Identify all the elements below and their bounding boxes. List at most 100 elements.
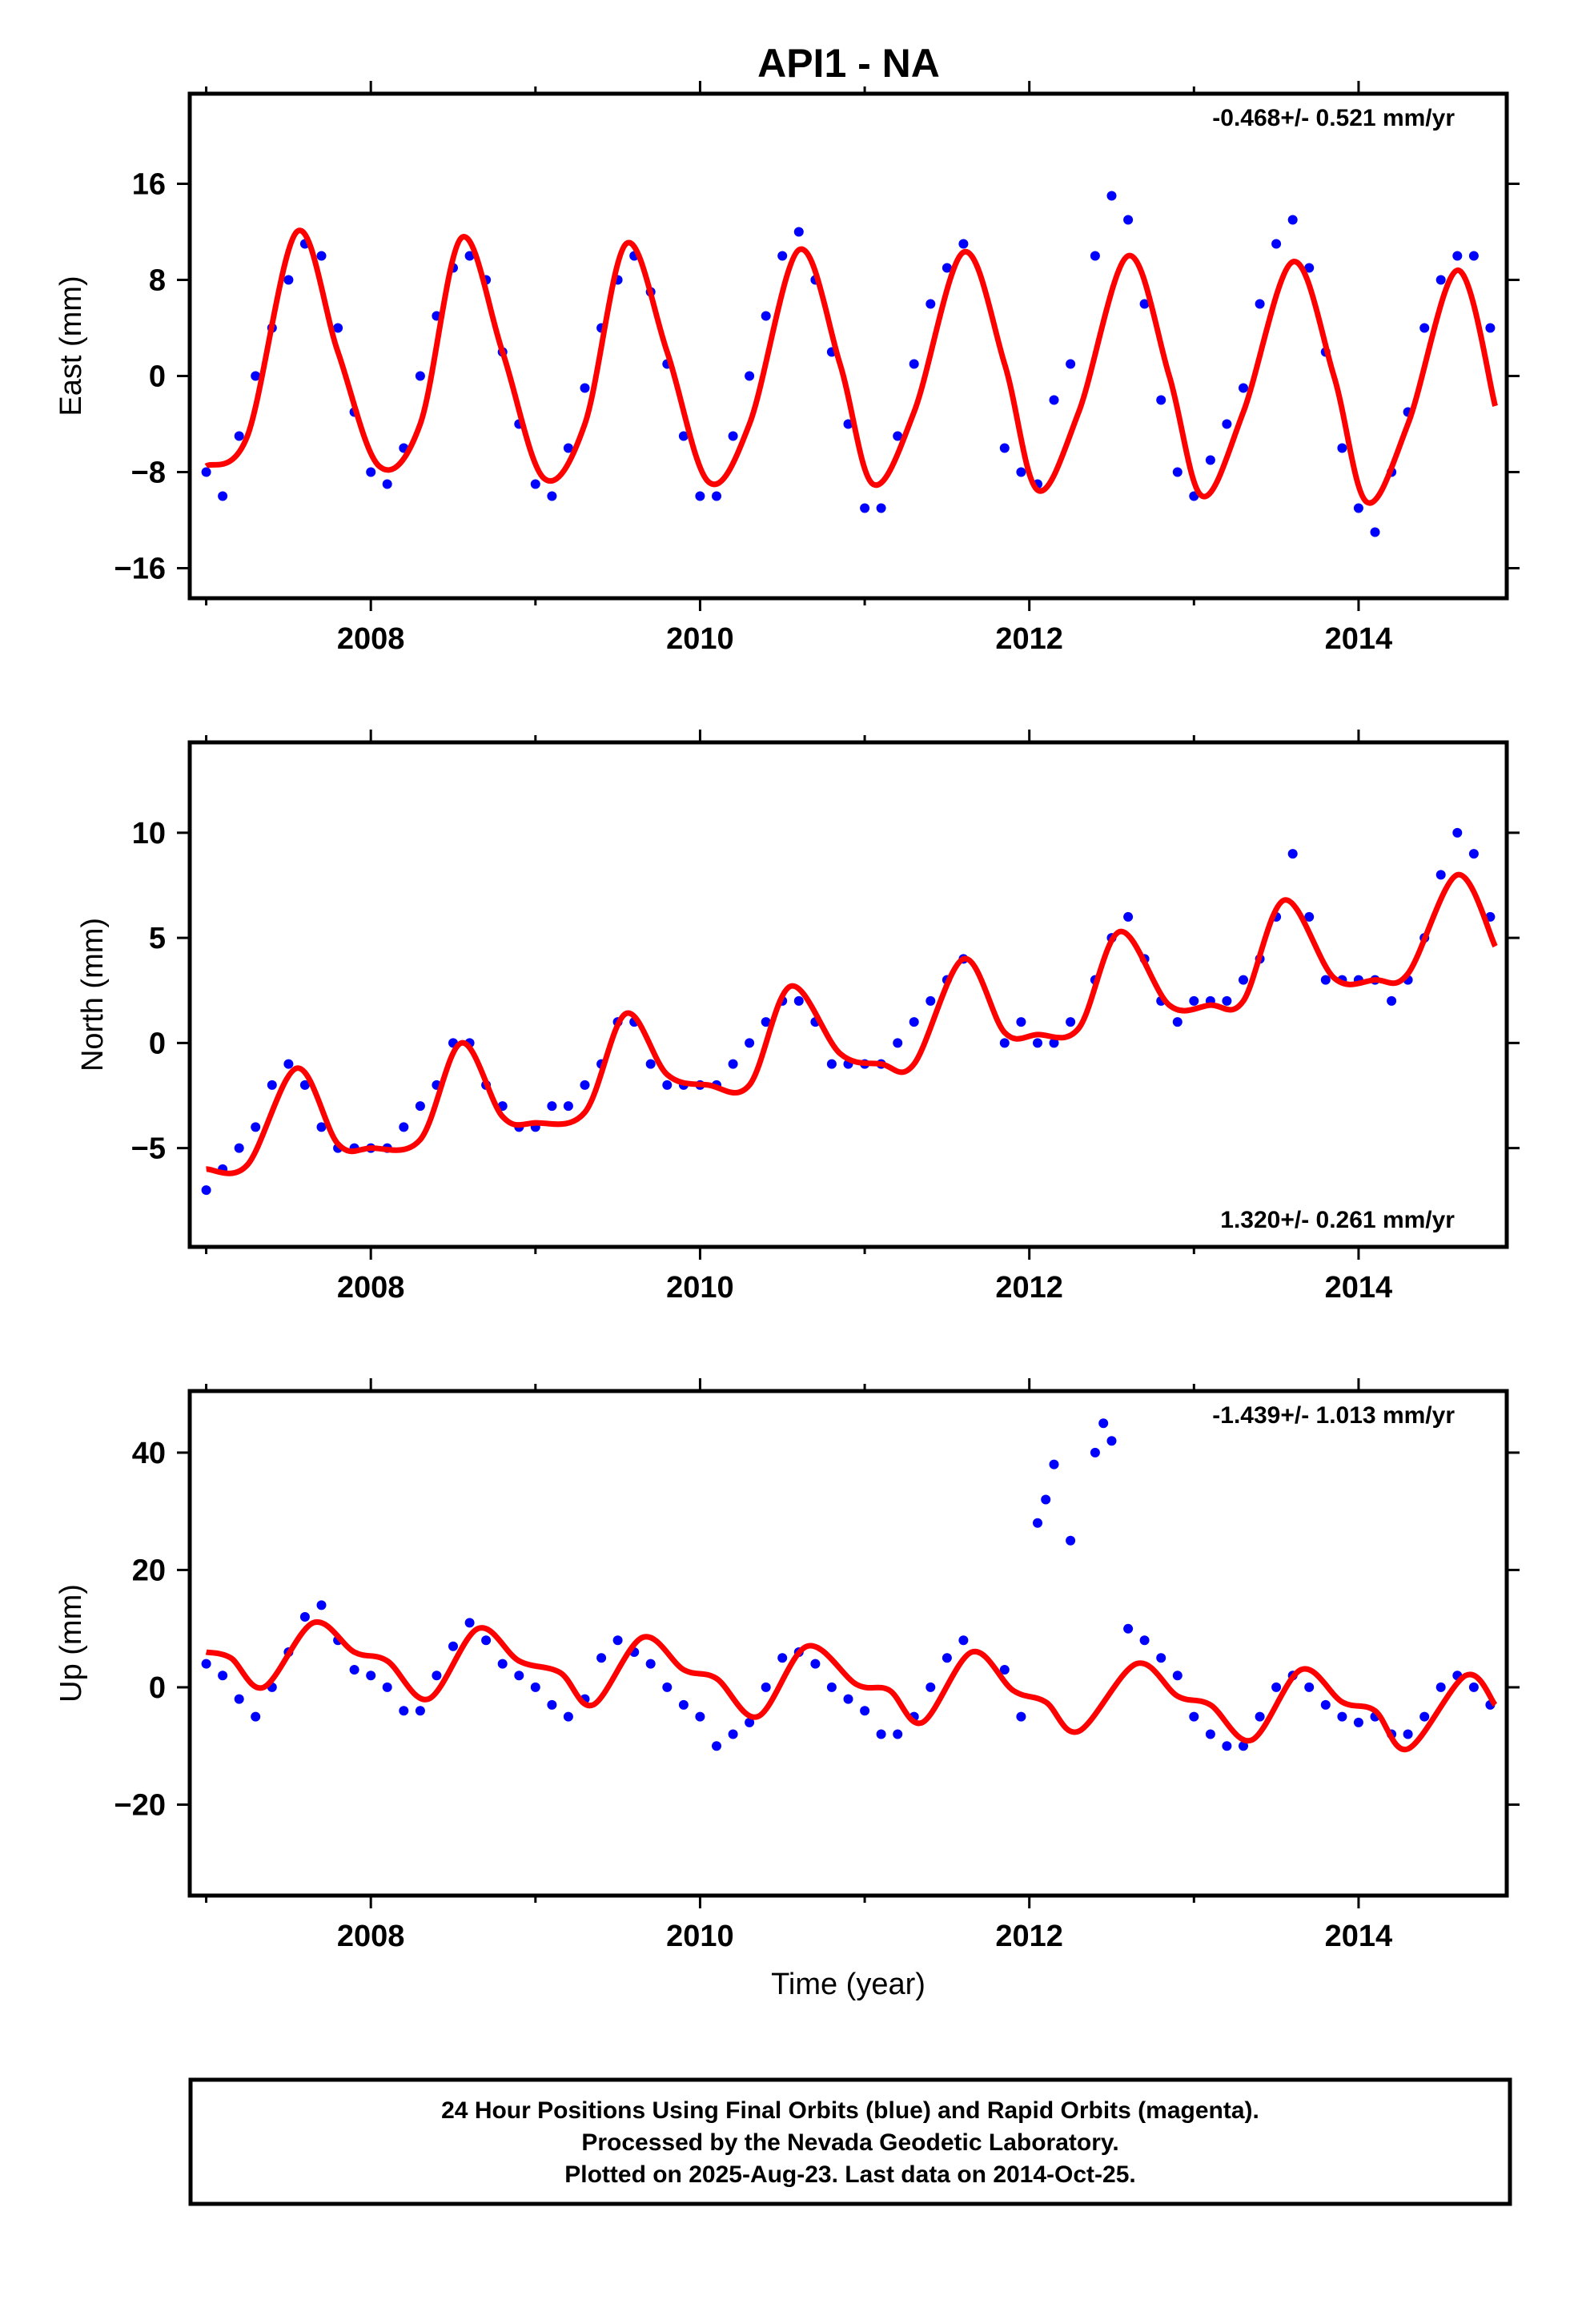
east-data-point: [1353, 503, 1363, 513]
north-points: [201, 827, 1496, 1196]
up-data-point: [251, 1711, 261, 1722]
east-frame: [187, 91, 1509, 601]
up-data-point: [464, 1618, 475, 1628]
up-y-axis-label: Up (mm): [54, 1584, 88, 1703]
up-data-point: [1255, 1711, 1265, 1722]
up-data-point: [1320, 1699, 1331, 1710]
east-data-point: [1222, 419, 1232, 429]
east-data-point: [695, 491, 705, 501]
east-data-point: [728, 431, 738, 441]
north-data-point: [826, 1059, 837, 1069]
north-data-point: [251, 1122, 261, 1132]
north-data-point: [1239, 975, 1248, 985]
up-data-point: [1239, 1741, 1248, 1751]
east-data-point: [1106, 191, 1117, 201]
north-data-point: [1033, 1038, 1042, 1048]
east-data-point: [1435, 275, 1446, 285]
up-data-point: [1041, 1494, 1051, 1505]
up-data-point: [860, 1706, 870, 1716]
up-model-fit-line: [205, 1618, 1498, 1753]
up-data-point: [958, 1635, 969, 1646]
north-x-tick-label: 2010: [666, 1271, 734, 1305]
up-data-point: [1172, 1671, 1182, 1681]
up-data-point: [415, 1706, 425, 1716]
up-y-tick-label: 20: [132, 1554, 166, 1587]
east-data-point: [1156, 395, 1166, 405]
up-y-tick-label: 0: [149, 1671, 166, 1705]
east-data-point: [1090, 251, 1100, 261]
up-data-point: [514, 1671, 524, 1681]
north-data-point: [1435, 870, 1446, 880]
north-data-point: [662, 1080, 673, 1090]
north-data-point: [1066, 1017, 1076, 1027]
east-data-point: [201, 467, 211, 477]
up-data-point: [530, 1682, 540, 1692]
east-y-tick-label: 0: [149, 360, 166, 394]
east-data-point: [1485, 323, 1496, 333]
east-data-point: [464, 251, 475, 261]
north-data-point: [1016, 1017, 1026, 1027]
east-y-tick-label: −16: [114, 553, 166, 586]
up-data-point: [999, 1665, 1010, 1675]
east-data-point: [415, 371, 425, 381]
north-data-point: [299, 1080, 310, 1090]
north-panel: 2008 2010 2012 2014 −5 0 5 10 North (mm) 1.320+/-…: [76, 730, 1520, 1305]
east-data-point: [1337, 443, 1347, 453]
up-data-point: [745, 1717, 755, 1727]
up-data-point: [761, 1682, 771, 1692]
footer-box: 24 Hour Positions Using Final Orbits (bl…: [188, 2077, 1512, 2206]
east-y-tick-label: 16: [132, 168, 166, 202]
footer-line-3: Plotted on 2025-Aug-23. Last data on 201…: [564, 2161, 1136, 2188]
up-data-point: [1106, 1436, 1117, 1446]
north-data-point: [580, 1080, 590, 1090]
up-y-tick-label: −20: [114, 1788, 166, 1822]
east-data-point: [580, 383, 590, 393]
up-panel: 2008 2010 2012 2014 −20 0 20 40 Up (mm) -1.439+/-…: [54, 1378, 1520, 2001]
north-x-tick-label: 2008: [337, 1271, 405, 1305]
up-data-point: [299, 1612, 310, 1622]
east-data-point: [530, 479, 540, 489]
north-data-point: [645, 1059, 656, 1069]
up-data-point: [399, 1706, 409, 1716]
up-data-point: [926, 1682, 936, 1692]
up-data-point: [645, 1659, 656, 1669]
up-data-point: [1049, 1459, 1059, 1470]
up-x-tick-label: 2008: [337, 1920, 405, 1953]
up-data-point: [1123, 1623, 1134, 1634]
up-data-point: [1222, 1741, 1232, 1751]
east-data-point: [793, 227, 804, 237]
up-data-point: [678, 1699, 689, 1710]
north-velocity-annotation: 1.320+/- 0.261 mm/yr: [1220, 1207, 1455, 1233]
east-data-point: [1271, 239, 1282, 249]
footer-line-2: Processed by the Nevada Geodetic Laborat…: [581, 2129, 1118, 2156]
east-data-point: [1066, 359, 1076, 369]
north-data-point: [316, 1122, 327, 1132]
east-data-point: [234, 431, 244, 441]
east-data-point: [1016, 467, 1026, 477]
up-data-point: [563, 1711, 573, 1722]
east-x-tick-label: 2012: [995, 622, 1063, 656]
up-points: [201, 1418, 1496, 1751]
north-data-point: [793, 995, 804, 1006]
north-data-point: [1452, 827, 1463, 838]
figure-title: API1 - NA: [757, 41, 940, 86]
up-data-point: [1098, 1418, 1109, 1429]
up-data-point: [777, 1653, 788, 1663]
up-data-point: [843, 1694, 853, 1704]
north-data-point: [999, 1038, 1010, 1048]
east-data-point: [999, 443, 1010, 453]
up-data-point: [728, 1729, 738, 1739]
north-data-point: [745, 1038, 755, 1048]
east-data-point: [893, 431, 903, 441]
east-data-point: [1287, 215, 1298, 225]
north-data-point: [201, 1185, 211, 1196]
north-y-tick-label: 0: [149, 1027, 166, 1060]
up-data-point: [1468, 1682, 1479, 1692]
north-data-point: [1304, 911, 1315, 922]
up-velocity-annotation: -1.439+/- 1.013 mm/yr: [1212, 1402, 1455, 1429]
east-data-point: [1205, 455, 1215, 465]
east-data-point: [1049, 395, 1059, 405]
east-data-point: [942, 263, 952, 273]
east-y-axis-label: East (mm): [54, 275, 88, 416]
